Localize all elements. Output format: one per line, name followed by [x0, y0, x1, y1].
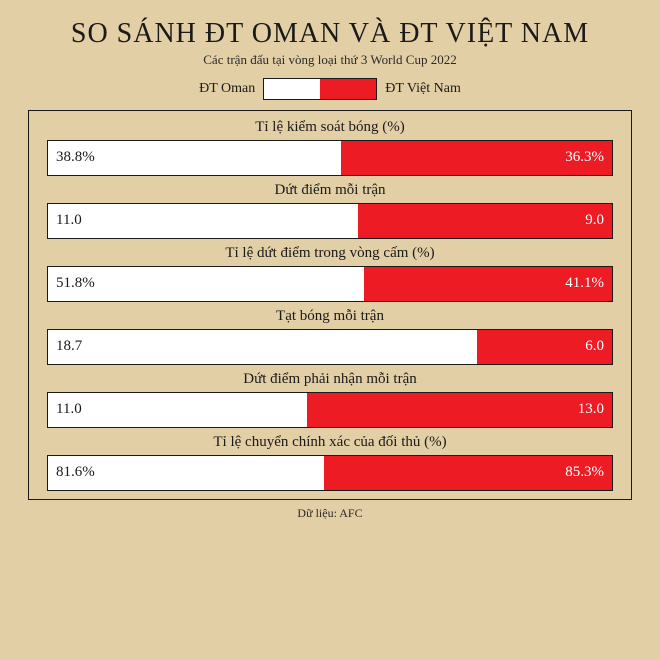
chart-row: Dứt điểm mỗi trận 11.09.0 — [47, 182, 613, 239]
bar-right-value: 36.3% — [341, 141, 612, 175]
chart-row: Tạt bóng mỗi trận 18.76.0 — [47, 308, 613, 365]
legend-swatches — [263, 78, 377, 100]
row-label: Tỉ lệ dứt điểm trong vòng cấm (%) — [47, 245, 613, 262]
row-label: Dứt điểm mỗi trận — [47, 182, 613, 199]
data-source: Dữ liệu: AFC — [297, 506, 362, 521]
row-label: Tạt bóng mỗi trận — [47, 308, 613, 325]
comparison-bar: 18.76.0 — [47, 329, 613, 365]
bar-left-value: 11.0 — [48, 204, 358, 238]
bar-right-value: 41.1% — [364, 267, 612, 301]
chart-row: Tỉ lệ kiểm soát bóng (%) 38.8%36.3% — [47, 119, 613, 176]
chart-area: Tỉ lệ kiểm soát bóng (%) 38.8%36.3% Dứt đi… — [28, 110, 632, 500]
legend-right-label: ĐT Việt Nam — [385, 81, 461, 97]
bar-right-value: 6.0 — [477, 330, 612, 364]
bar-left-value: 18.7 — [48, 330, 477, 364]
comparison-bar: 11.013.0 — [47, 392, 613, 428]
bar-right-value: 9.0 — [358, 204, 612, 238]
legend-swatch-left — [264, 79, 320, 99]
chart-row: Tỉ lệ dứt điểm trong vòng cấm (%) 51.8%41… — [47, 245, 613, 302]
row-label: Tỉ lệ chuyển chính xác của đối thủ (%) — [47, 434, 613, 451]
chart-subtitle: Các trận đấu tại vòng loại thứ 3 World C… — [203, 52, 456, 68]
legend-left-label: ĐT Oman — [199, 81, 255, 97]
row-label: Dứt điểm phải nhận mỗi trận — [47, 371, 613, 388]
comparison-bar: 51.8%41.1% — [47, 266, 613, 302]
legend-swatch-right — [320, 79, 376, 99]
legend: ĐT Oman ĐT Việt Nam — [199, 78, 461, 100]
bar-right-value: 13.0 — [307, 393, 612, 427]
bar-left-value: 81.6% — [48, 456, 324, 490]
bar-left-value: 38.8% — [48, 141, 341, 175]
bar-left-value: 11.0 — [48, 393, 307, 427]
comparison-bar: 38.8%36.3% — [47, 140, 613, 176]
row-label: Tỉ lệ kiểm soát bóng (%) — [47, 119, 613, 136]
comparison-bar: 81.6%85.3% — [47, 455, 613, 491]
comparison-bar: 11.09.0 — [47, 203, 613, 239]
chart-row: Dứt điểm phải nhận mỗi trận 11.013.0 — [47, 371, 613, 428]
bar-right-value: 85.3% — [324, 456, 612, 490]
chart-title: SO SÁNH ĐT OMAN VÀ ĐT VIỆT NAM — [71, 18, 589, 50]
chart-row: Tỉ lệ chuyển chính xác của đối thủ (%) 81… — [47, 434, 613, 491]
bar-left-value: 51.8% — [48, 267, 364, 301]
